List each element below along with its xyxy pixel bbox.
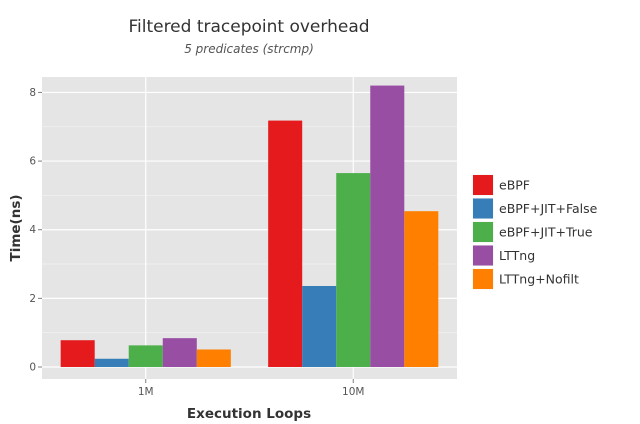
bar xyxy=(162,338,197,367)
bar xyxy=(128,345,163,367)
legend-swatch xyxy=(473,222,493,242)
bar xyxy=(336,173,371,367)
x-axis-ticks: 1M 10M xyxy=(138,379,364,398)
y-tick-label: 2 xyxy=(29,293,36,305)
bar xyxy=(94,358,129,367)
legend-label: eBPF xyxy=(499,178,530,193)
bars xyxy=(60,85,439,367)
y-axis-title: Time(ns) xyxy=(8,194,24,261)
x-tick-label: 1M xyxy=(138,386,154,398)
y-tick-label: 6 xyxy=(29,156,36,168)
legend-swatch xyxy=(473,198,493,219)
legend: eBPF eBPF+JIT+False eBPF+JIT+True LTTng LTTn… xyxy=(471,173,598,291)
legend-swatch xyxy=(473,269,493,289)
bar xyxy=(268,120,303,367)
legend-swatch xyxy=(473,245,493,266)
chart-title: Filtered tracepoint overhead xyxy=(128,17,369,37)
legend-label: LTTng xyxy=(499,248,535,263)
legend-label: eBPF+JIT+False xyxy=(499,201,598,216)
bar xyxy=(404,211,439,367)
legend-label: LTTng+Nofilt xyxy=(499,272,579,287)
y-tick-label: 4 xyxy=(29,224,36,236)
bar xyxy=(60,340,95,367)
y-tick-label: 8 xyxy=(29,87,36,99)
bar xyxy=(196,349,231,367)
x-tick-label: 10M xyxy=(342,386,364,398)
chart-subtitle: 5 predicates (strcmp) xyxy=(184,42,314,56)
x-axis-title: Execution Loops xyxy=(187,406,311,422)
y-axis-ticks: 0 2 4 6 8 xyxy=(29,87,42,373)
bar xyxy=(302,285,337,367)
legend-label: eBPF+JIT+True xyxy=(499,225,593,240)
legend-swatch xyxy=(473,175,493,195)
bar xyxy=(370,85,405,367)
y-tick-label: 0 xyxy=(29,361,36,373)
